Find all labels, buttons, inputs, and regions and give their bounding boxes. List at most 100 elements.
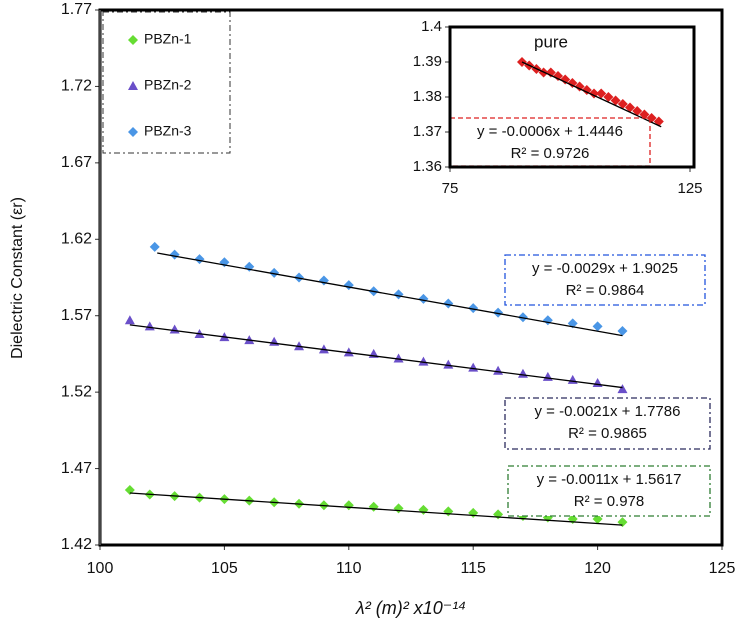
trend-equation: y = -0.0021x + 1.7786 [535, 403, 681, 420]
data-point [567, 374, 578, 384]
data-point [343, 500, 354, 511]
plot-frame [448, 25, 696, 169]
y-tick-label: 1.52 [61, 383, 92, 400]
y-tick-label: 1.77 [61, 1, 92, 18]
data-point [468, 362, 479, 372]
data-point [542, 371, 553, 381]
data-point [567, 78, 578, 88]
data-point [493, 307, 504, 318]
data-point [418, 356, 429, 366]
trendline [157, 252, 623, 337]
x-axis-label: λ² (m)² x10⁻¹⁴ [355, 598, 466, 618]
data-point [318, 344, 329, 354]
data-point [592, 321, 603, 332]
x-tick-label: 100 [87, 560, 114, 577]
data-point [393, 353, 404, 363]
y-tick-label: 1.72 [61, 78, 92, 95]
legend-marker [128, 81, 138, 90]
data-point [603, 92, 614, 102]
data-point [617, 99, 628, 109]
trend-r2: R² = 0.9726 [511, 145, 590, 162]
trend-equation: y = -0.0029x + 1.9025 [532, 260, 678, 277]
x-tick-label: 115 [460, 560, 486, 577]
y-axis-label: Dielectric Constant (εr) [9, 197, 26, 359]
y-tick-label: 1.62 [61, 231, 92, 248]
data-point [468, 507, 479, 518]
equation-box [504, 397, 711, 450]
data-point [517, 312, 528, 323]
legend-marker [128, 127, 138, 137]
legend-label: PBZn-2 [144, 77, 192, 93]
y-tick-label: 1.4 [421, 18, 442, 35]
data-point [418, 293, 429, 304]
data-point [194, 254, 205, 265]
x-tick-label: 75 [442, 180, 459, 197]
data-point [269, 267, 280, 278]
data-point [592, 377, 603, 387]
legend-label: PBZn-3 [144, 123, 192, 139]
data-point [318, 275, 329, 286]
legend-marker [128, 35, 138, 45]
x-tick-label: 125 [677, 180, 702, 197]
data-point [632, 106, 643, 116]
data-point [149, 241, 160, 252]
trend-r2: R² = 0.9865 [568, 425, 647, 442]
data-point [574, 81, 585, 92]
trendline [129, 492, 623, 526]
trendline [129, 324, 623, 389]
data-point [443, 506, 454, 517]
x-tick-label: 110 [336, 560, 362, 577]
inset-title: pure [534, 32, 568, 51]
data-point [124, 315, 135, 325]
data-point [553, 71, 563, 81]
trendline [521, 61, 662, 128]
y-tick-label: 1.39 [413, 53, 442, 70]
data-point [443, 359, 454, 369]
data-point [443, 298, 454, 309]
data-point [596, 88, 607, 99]
data-point [639, 109, 650, 120]
data-point [393, 289, 404, 300]
data-point [625, 102, 635, 113]
data-point [610, 95, 621, 106]
trend-r2: R² = 0.978 [574, 493, 644, 510]
data-point [343, 280, 354, 291]
data-point [169, 249, 180, 260]
data-point [169, 324, 180, 334]
trend-equation: y = -0.0006x + 1.4446 [477, 123, 623, 140]
data-point [468, 303, 479, 314]
trend-r2: R² = 0.9864 [566, 282, 645, 299]
data-point [617, 384, 628, 394]
y-tick-label: 1.47 [61, 460, 92, 477]
data-point [545, 67, 556, 78]
data-point [124, 484, 135, 495]
y-tick-label: 1.36 [413, 158, 442, 175]
data-point [269, 336, 280, 346]
trend-equation: y = -0.0011x + 1.5617 [537, 471, 682, 488]
inset-background [450, 27, 694, 167]
y-tick-label: 1.67 [61, 154, 92, 171]
legend-box [102, 11, 231, 154]
x-tick-label: 125 [709, 560, 736, 577]
equation-box [507, 465, 711, 517]
y-tick-label: 1.38 [413, 88, 442, 105]
x-tick-label: 105 [211, 560, 238, 577]
data-point [418, 504, 429, 515]
data-point [368, 501, 379, 512]
data-point [493, 365, 504, 375]
data-point [144, 321, 155, 331]
y-tick-label: 1.42 [61, 536, 92, 553]
x-tick-label: 120 [584, 560, 611, 577]
data-point [393, 503, 404, 514]
equation-box [504, 254, 706, 306]
data-point [581, 85, 592, 95]
data-point [493, 509, 504, 520]
data-point [617, 517, 628, 528]
data-point [542, 315, 553, 326]
data-point [517, 368, 528, 378]
data-point [617, 326, 628, 336]
legend-label: PBZn-1 [144, 31, 192, 47]
data-point [560, 74, 571, 85]
data-point [294, 272, 305, 283]
